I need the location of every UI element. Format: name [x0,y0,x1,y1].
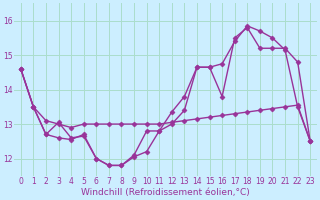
X-axis label: Windchill (Refroidissement éolien,°C): Windchill (Refroidissement éolien,°C) [81,188,250,197]
